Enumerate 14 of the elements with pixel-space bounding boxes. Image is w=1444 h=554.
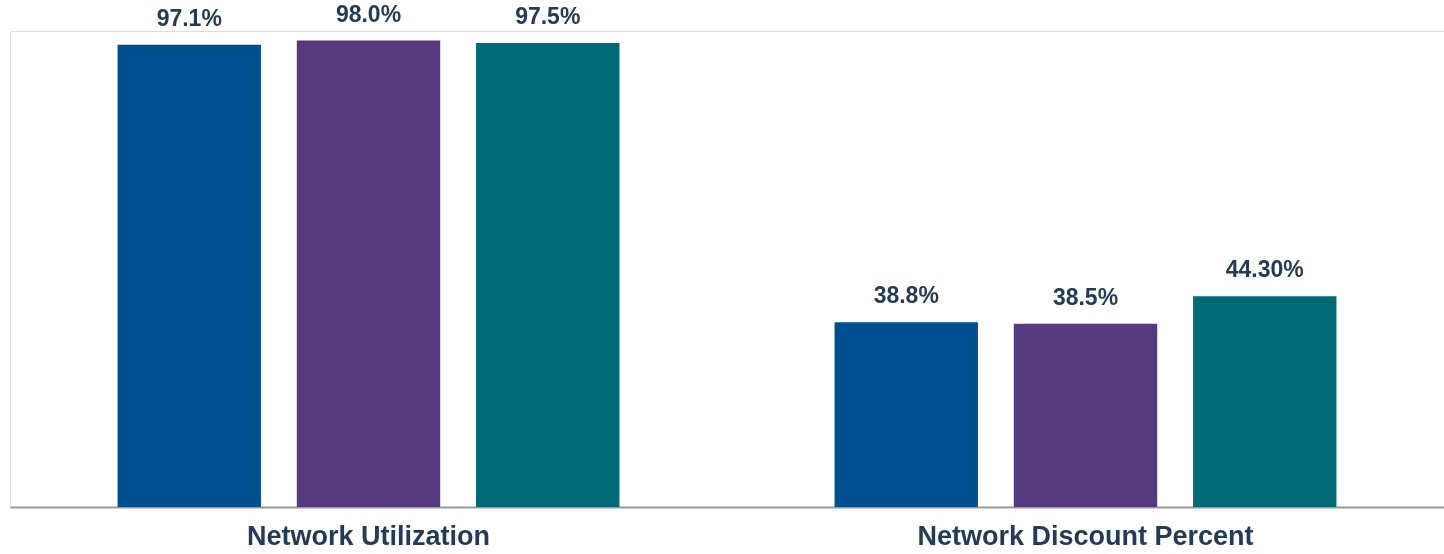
data-label: 44.30%: [1225, 256, 1304, 283]
x-tick-label: Network Discount Percent: [917, 520, 1254, 551]
bar: [296, 40, 441, 507]
bar: [476, 42, 620, 507]
data-label: 38.5%: [1052, 283, 1119, 310]
data-label: 98.0%: [335, 0, 402, 27]
data-label: 38.8%: [873, 282, 939, 309]
bar: [117, 44, 261, 507]
bar: [1193, 296, 1337, 507]
x-tick-label: Network Utilization: [246, 520, 491, 551]
data-label: 97.5%: [515, 2, 581, 29]
data-label: 97.1%: [156, 4, 222, 31]
bar: [834, 322, 978, 507]
bar: [1013, 323, 1158, 507]
